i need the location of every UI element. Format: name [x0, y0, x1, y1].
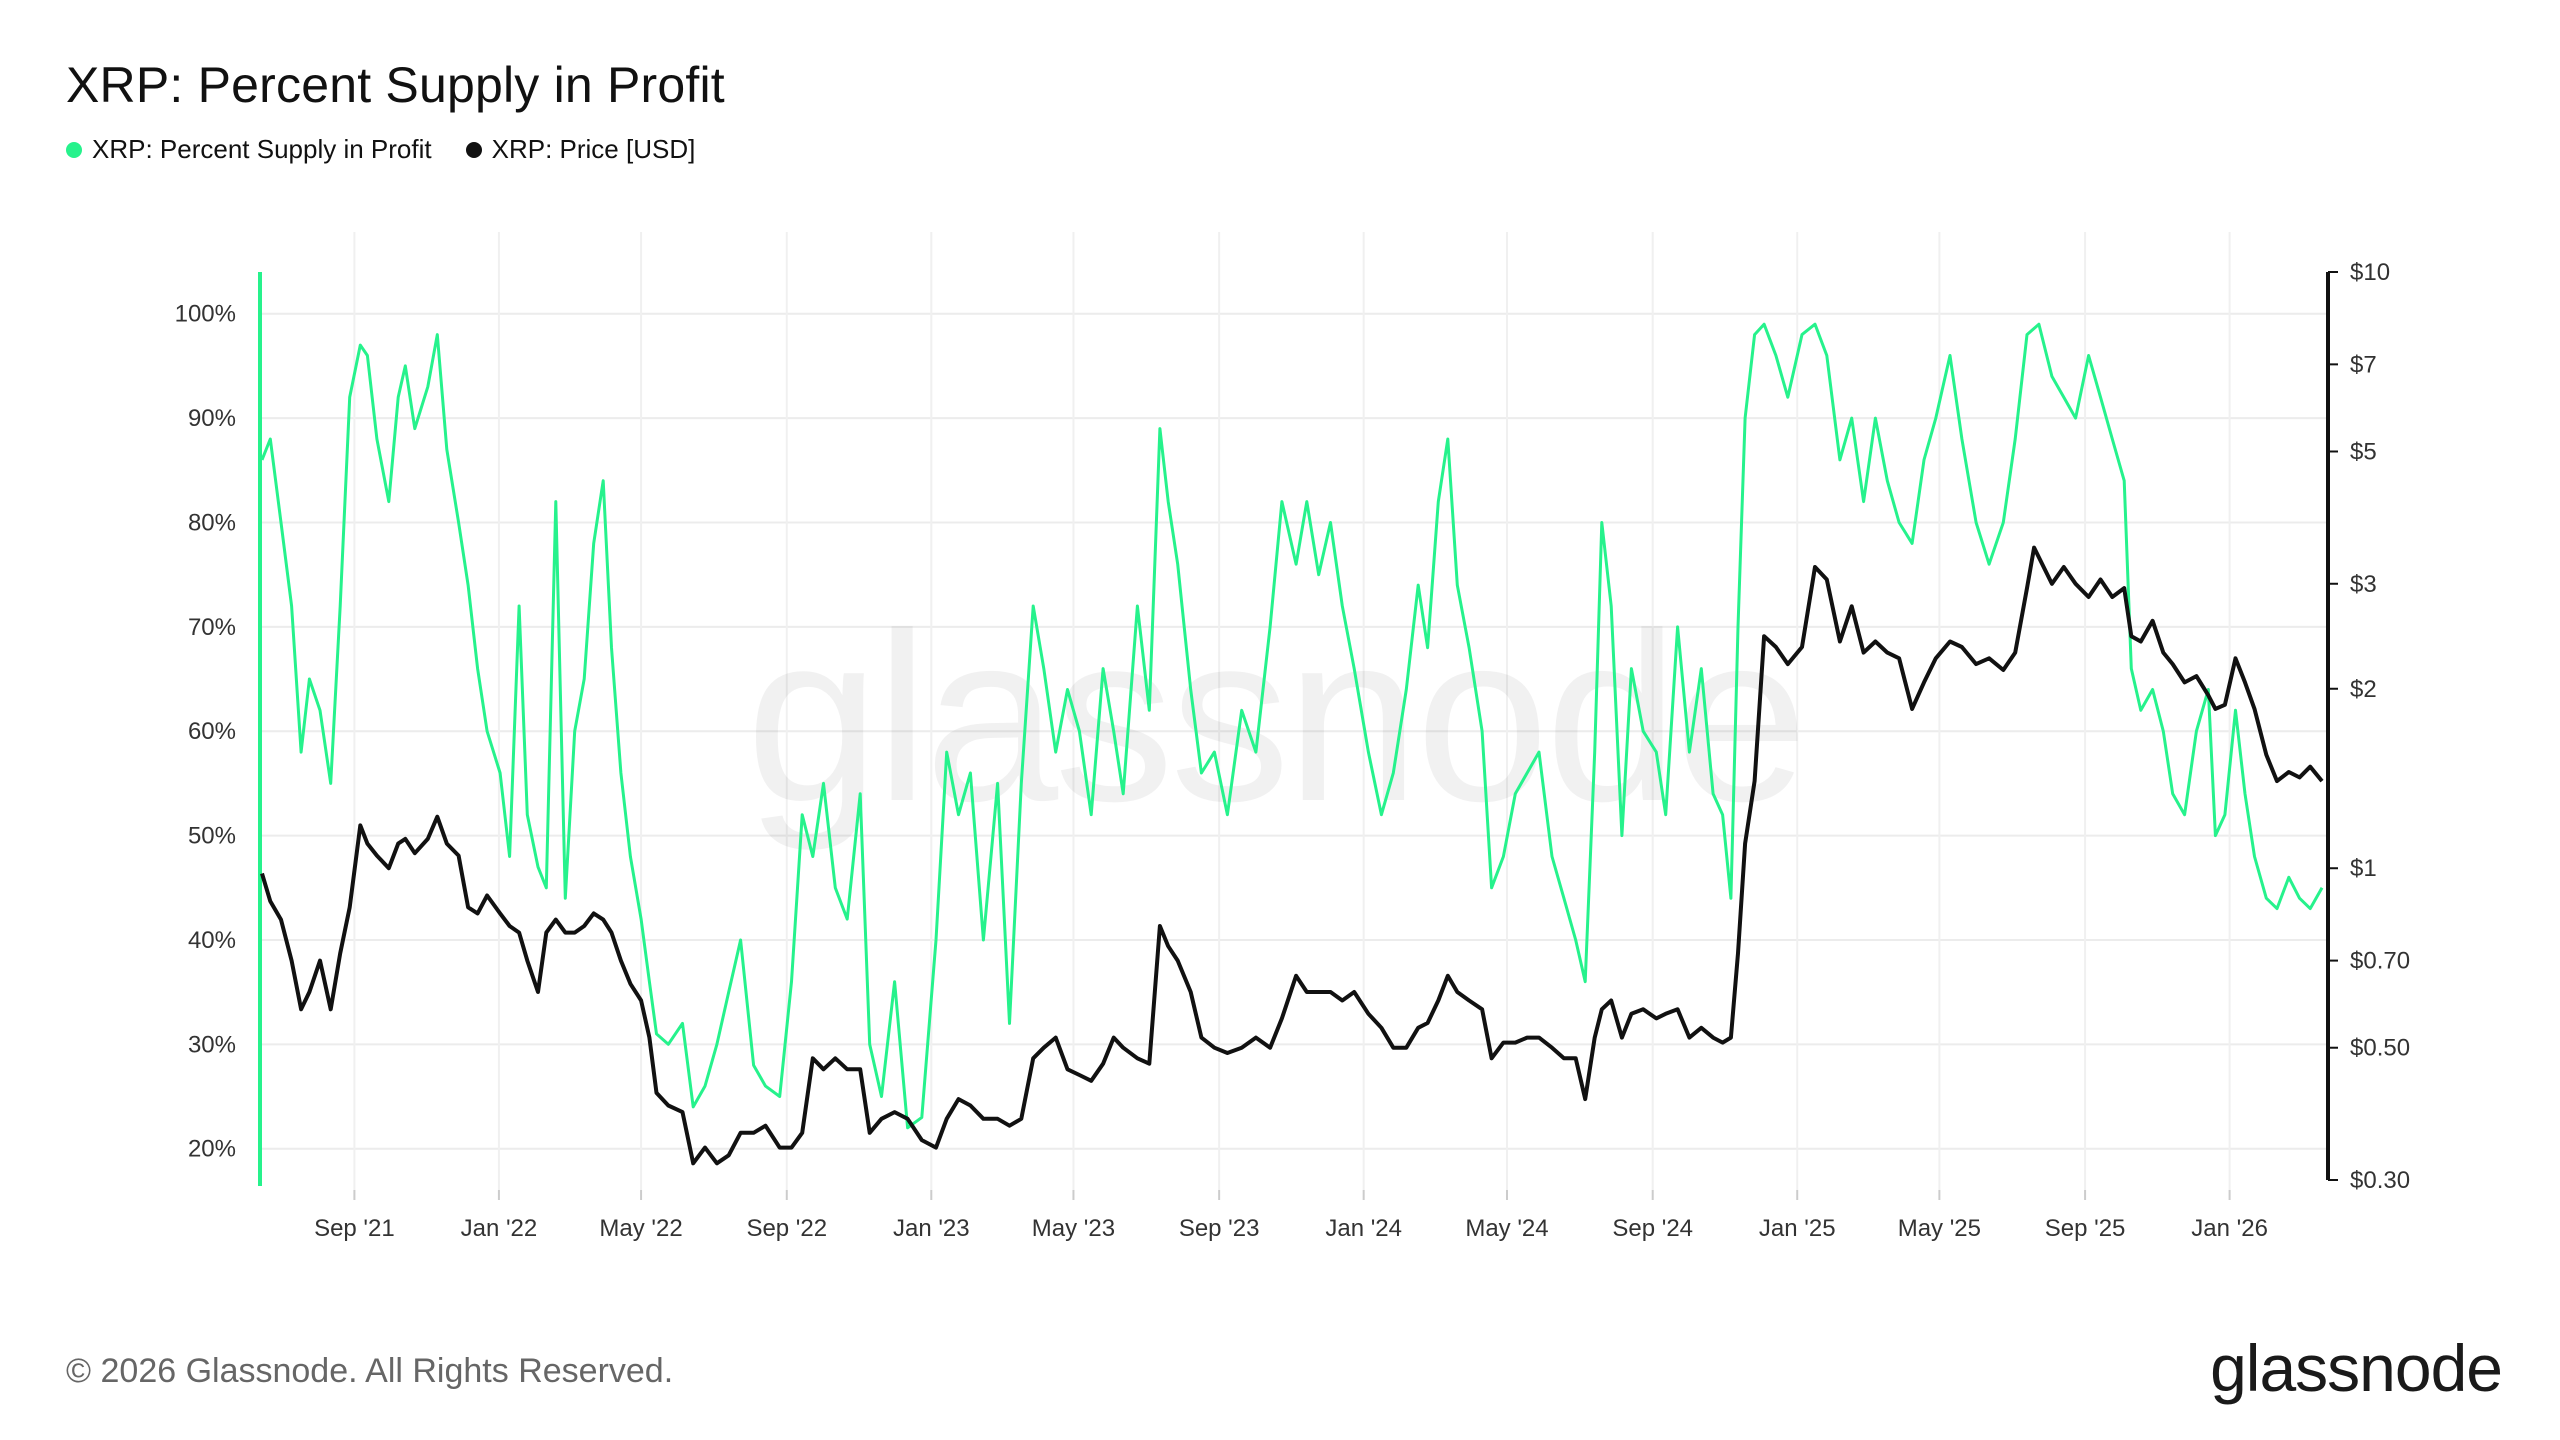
right-axis-ticks: $0.30 $0.50 $0.70 $1 $2 $3 $5 $7 $10 [2328, 259, 2410, 1194]
legend-label-price: XRP: Price [USD] [491, 134, 696, 164]
x-tick-label: Sep '22 [746, 1215, 827, 1242]
legend-label-supply-in-profit: XRP: Percent Supply in Profit [92, 134, 432, 164]
x-tick-label: Sep '21 [314, 1215, 395, 1242]
x-tick-label: Jan '26 [2191, 1215, 2268, 1242]
footer-copyright: © 2026 Glassnode. All Rights Reserved. [66, 1352, 674, 1390]
right-tick-label: $0.30 [2350, 1167, 2410, 1194]
left-tick-label: 50% [188, 823, 236, 850]
right-tick-label: $10 [2350, 259, 2390, 286]
left-tick-label: 90% [188, 405, 236, 432]
series-line-supply-in-profit [260, 322, 2324, 1130]
left-tick-label: 60% [188, 718, 236, 745]
left-tick-label: 70% [188, 614, 236, 641]
legend-dot-price [465, 141, 482, 158]
x-tick-label: Jan '22 [461, 1215, 538, 1242]
right-tick-label: $7 [2350, 351, 2377, 378]
legend-item-price[interactable]: XRP: Price [USD] [465, 134, 696, 165]
x-tick-label: Jan '25 [1759, 1215, 1836, 1242]
left-tick-label: 40% [188, 927, 236, 954]
x-axis-ticks: Sep '21 Jan '22 May '22 Sep '22 Jan '23 May '… [314, 1190, 2268, 1242]
right-tick-label: $1 [2350, 855, 2377, 882]
gridlines [262, 232, 2326, 1190]
x-tick-label: May '24 [1465, 1215, 1548, 1242]
left-tick-label: 20% [188, 1136, 236, 1163]
legend-item-supply-in-profit[interactable]: XRP: Percent Supply in Profit [66, 134, 432, 165]
left-tick-label: 80% [188, 509, 236, 536]
x-tick-label: Sep '25 [2045, 1215, 2126, 1242]
right-tick-label: $5 [2350, 438, 2377, 465]
x-tick-label: Jan '23 [893, 1215, 970, 1242]
legend-dot-supply-in-profit [66, 141, 82, 158]
watermark: glassnode [746, 583, 1804, 851]
right-tick-label: $3 [2350, 571, 2377, 598]
x-tick-label: Jan '24 [1325, 1215, 1402, 1242]
left-axis-ticks: 20% 30% 40% 50% 60% 70% 80% 90% 100% [175, 301, 236, 1163]
series-line-price [260, 545, 2324, 1166]
chart-title: XRP: Percent Supply in Profit [66, 57, 725, 113]
x-tick-label: May '25 [1898, 1215, 1981, 1242]
legend: XRP: Percent Supply in Profit XRP: Price… [66, 134, 695, 165]
x-tick-label: Sep '24 [1612, 1215, 1693, 1242]
right-tick-label: $0.70 [2350, 948, 2410, 975]
x-tick-label: Sep '23 [1179, 1215, 1260, 1242]
left-tick-label: 30% [188, 1031, 236, 1058]
right-tick-label: $2 [2350, 676, 2377, 703]
right-tick-label: $0.50 [2350, 1035, 2410, 1062]
x-tick-label: May '22 [599, 1215, 682, 1242]
brand-logo[interactable]: glassnode [2210, 1331, 2503, 1405]
left-tick-label: 100% [175, 301, 236, 328]
x-tick-label: May '23 [1032, 1215, 1115, 1242]
